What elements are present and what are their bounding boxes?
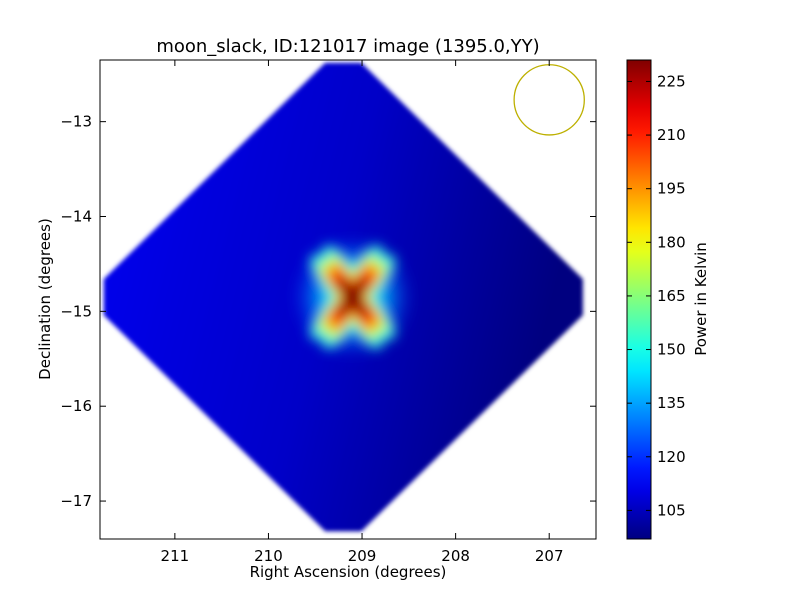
colorbar-tick-label: 180	[657, 233, 686, 251]
y-axis-ticks: −13 −14 −15 −16 −17	[60, 113, 596, 510]
y-axis-label: Declination (degrees)	[36, 218, 54, 380]
y-tick-label: −14	[60, 208, 92, 226]
colorbar-tick-label: 165	[657, 287, 686, 305]
colorbar-tick-label: 120	[657, 448, 686, 466]
heatmap-image	[103, 62, 583, 532]
colorbar-tick-label: 105	[657, 501, 686, 519]
x-axis-label: Right Ascension (degrees)	[250, 563, 447, 581]
y-tick-label: −17	[60, 492, 92, 510]
colorbar-tick-label: 135	[657, 394, 686, 412]
x-tick-label: 211	[161, 547, 190, 565]
x-axis-ticks: 211 210 209 208 207	[161, 60, 564, 565]
y-tick-label: −13	[60, 113, 92, 131]
colorbar-tick-label: 225	[657, 72, 686, 90]
chart-title: moon_slack, ID:121017 image (1395.0,YY)	[156, 36, 539, 57]
y-tick-label: −15	[60, 302, 92, 320]
x-tick-label: 207	[535, 547, 564, 565]
colorbar-tick-label: 210	[657, 126, 686, 144]
colorbar-tick-label: 195	[657, 180, 686, 198]
colorbar-tick-label: 150	[657, 341, 686, 359]
x-tick-label: 208	[441, 547, 470, 565]
colorbar-label: Power in Kelvin	[692, 242, 710, 356]
plot-frame	[99, 59, 597, 540]
colorbar-gradient	[626, 59, 652, 540]
beam-marker-circle	[513, 64, 585, 136]
heatmap-hotspot	[290, 235, 415, 360]
y-tick-label: −16	[60, 397, 92, 415]
colorbar-ticks: 225 210 195 180 165 150 135 120 105	[627, 72, 686, 519]
x-tick-label: 209	[348, 547, 377, 565]
x-tick-label: 210	[254, 547, 283, 565]
colorbar: 225 210 195 180 165 150 135 120 105 Power in Kel…	[626, 59, 710, 540]
